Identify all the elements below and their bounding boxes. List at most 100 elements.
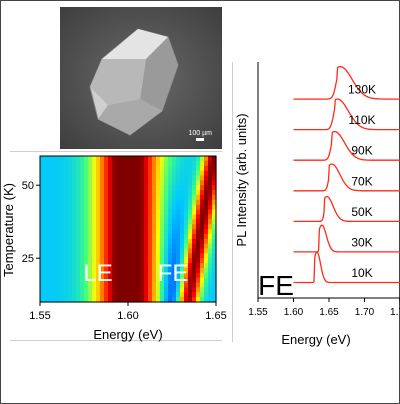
heatmap-cell — [112, 267, 117, 274]
heatmap-cell — [84, 287, 89, 293]
heatmap-cell — [128, 219, 133, 225]
heatmap-cell — [192, 224, 197, 230]
heatmap-cell — [112, 233, 117, 240]
heatmap-cell — [104, 156, 109, 162]
heatmap-cell — [60, 229, 65, 235]
heatmap-cell — [140, 185, 145, 191]
pl-annotation-fe: FE — [258, 270, 294, 301]
heatmap-cell — [160, 190, 165, 196]
pl-series-label: 50K — [351, 205, 372, 219]
heatmap-cell — [172, 165, 177, 172]
heatmap-cell — [192, 272, 197, 279]
heatmap-cell — [208, 165, 213, 172]
heatmap-cell — [184, 214, 189, 220]
heatmap-cell — [164, 263, 169, 269]
heatmap-cell — [148, 258, 153, 264]
heatmap-cell — [132, 219, 137, 225]
heatmap-cell — [48, 175, 53, 181]
heatmap-cell — [88, 229, 93, 235]
heatmap-cell — [168, 238, 173, 245]
heatmap-cell — [128, 170, 133, 177]
heatmap-cell — [96, 194, 101, 201]
heatmap-cell — [156, 253, 161, 259]
heatmap-cell — [184, 199, 189, 206]
heatmap-cell — [108, 175, 113, 181]
heatmap-cell — [136, 233, 141, 240]
heatmap-cell — [92, 165, 97, 172]
heatmap-cell — [160, 263, 165, 269]
heatmap-cell — [132, 180, 137, 186]
heatmap-cell — [116, 282, 121, 288]
heatmap-cell — [92, 190, 97, 196]
heatmap-cell — [168, 277, 173, 284]
heatmap-cell — [68, 224, 73, 230]
heatmap-cell — [68, 243, 73, 250]
heatmap-cell — [56, 263, 61, 269]
heatmap-cell — [136, 209, 141, 215]
heatmap-cell — [132, 229, 137, 235]
heatmap-cell — [108, 238, 113, 245]
heatmap-cell — [204, 233, 209, 240]
heatmap-cell — [196, 224, 201, 230]
heatmap-cell — [88, 214, 93, 220]
sem-micrograph: 100 µm — [60, 7, 222, 149]
heatmap-cell — [80, 209, 85, 215]
heatmap-cell — [80, 214, 85, 220]
heatmap-cell — [184, 263, 189, 269]
pl-line-30k — [293, 224, 400, 253]
heatmap-cell — [96, 156, 101, 162]
heatmap-cell — [44, 204, 49, 211]
heatmap-cell — [140, 204, 145, 211]
heatmap-cell — [144, 287, 149, 293]
heatmap-cell — [148, 282, 153, 288]
heatmap-cell — [100, 224, 105, 230]
heatmap-cell — [88, 263, 93, 269]
heatmap-cell — [156, 190, 161, 196]
heatmap-cell — [128, 248, 133, 254]
heatmap-cell — [200, 229, 205, 235]
heatmap-cell — [60, 185, 65, 191]
heatmap-cell — [120, 282, 125, 288]
divider-bottom — [10, 340, 222, 341]
heatmap-cell — [128, 272, 133, 279]
heatmap-cell — [52, 185, 57, 191]
heatmap-cell — [128, 297, 133, 303]
heatmap-cell — [48, 165, 53, 172]
heatmap-cell — [144, 160, 149, 167]
heatmap-cell — [56, 204, 61, 211]
heatmap-cell — [192, 292, 197, 298]
heatmap-cell — [128, 292, 133, 298]
heatmap-cell — [108, 224, 113, 230]
heatmap-cell — [152, 263, 157, 269]
heatmap-cell — [104, 190, 109, 196]
heatmap-cell — [172, 233, 177, 240]
heatmap-cell — [64, 219, 69, 225]
heatmap-cell — [208, 175, 213, 181]
heatmap-cell — [136, 297, 141, 303]
heatmap-cell — [184, 258, 189, 264]
heatmap-cell — [204, 287, 209, 293]
heatmap-cell — [60, 282, 65, 288]
heatmap-cell — [140, 229, 145, 235]
heatmap-cell — [60, 272, 65, 279]
heatmap-cell — [180, 199, 185, 206]
heatmap-cell — [200, 297, 205, 303]
heatmap-cell — [188, 292, 193, 298]
heatmap-cell — [164, 267, 169, 274]
heatmap-cell — [196, 292, 201, 298]
heatmap-cell — [72, 194, 77, 201]
heatmap-cell — [76, 253, 81, 259]
heatmap-cell — [84, 214, 89, 220]
heatmap-cell — [120, 156, 125, 162]
heatmap-cell — [76, 175, 81, 181]
heatmap-cell — [180, 287, 185, 293]
heatmap-cell — [88, 238, 93, 245]
heatmap-cell — [204, 272, 209, 279]
heatmap-cell — [88, 272, 93, 279]
heatmap-cell — [84, 238, 89, 245]
heatmap-cell — [188, 175, 193, 181]
heatmap-cell — [56, 277, 61, 284]
heatmap-cell — [68, 272, 73, 279]
heatmap-cell — [176, 165, 181, 172]
heatmap-cell — [52, 204, 57, 211]
